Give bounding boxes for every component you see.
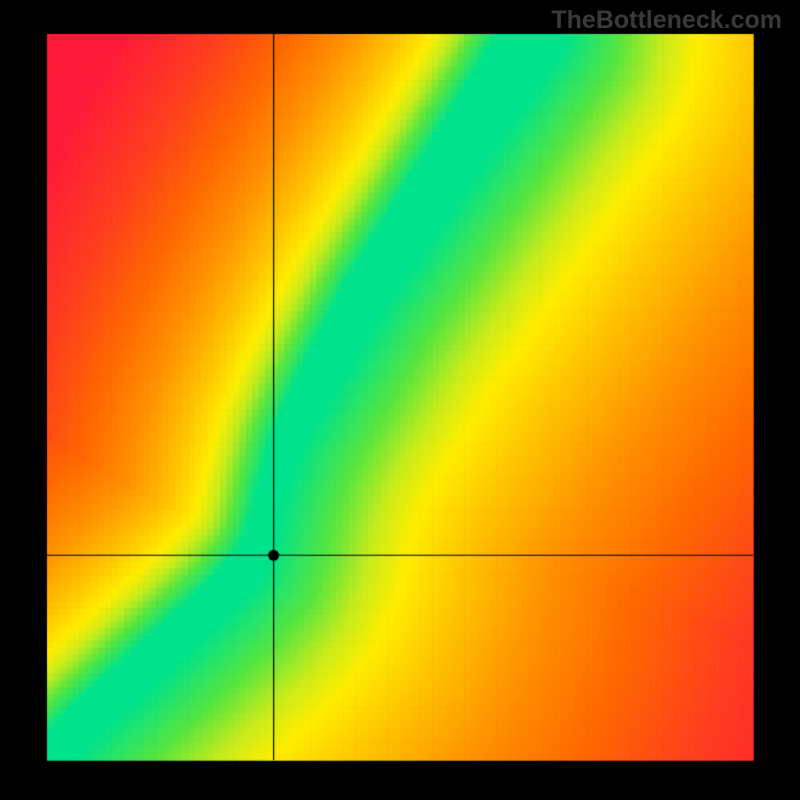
- watermark-text: TheBottleneck.com: [551, 6, 782, 35]
- chart-container: TheBottleneck.com: [0, 0, 800, 800]
- bottleneck-heatmap: [0, 0, 800, 800]
